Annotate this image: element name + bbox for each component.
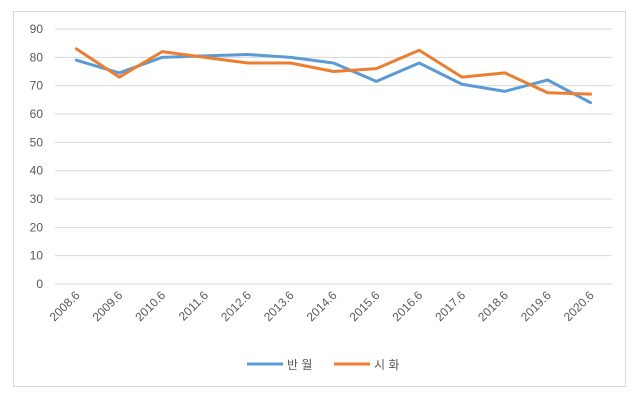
y-tick-label: 90 <box>30 22 44 36</box>
x-tick-label: 2016.6 <box>389 288 425 324</box>
y-tick-label: 50 <box>30 135 44 149</box>
x-tick-label: 2014.6 <box>304 288 340 324</box>
y-tick-label: 30 <box>30 192 44 206</box>
x-tick-label: 2020.6 <box>561 288 597 324</box>
x-tick-label: 2017.6 <box>432 288 468 324</box>
legend-label-0: 반 월 <box>287 358 312 372</box>
y-tick-label: 20 <box>30 220 44 234</box>
x-tick-label: 2009.6 <box>90 288 126 324</box>
y-tick-label: 40 <box>30 164 44 178</box>
x-tick-label: 2015.6 <box>347 288 383 324</box>
chart-frame <box>13 11 626 387</box>
x-tick-label: 2019.6 <box>518 288 554 324</box>
x-tick-label: 2018.6 <box>475 288 511 324</box>
legend-label-1: 시 화 <box>374 358 399 372</box>
y-tick-label: 10 <box>30 249 44 263</box>
y-tick-label: 80 <box>30 50 44 64</box>
x-tick-label: 2013.6 <box>261 288 297 324</box>
y-tick-label: 70 <box>30 79 44 93</box>
x-tick-label: 2012.6 <box>218 288 254 324</box>
series-line-0 <box>74 53 593 105</box>
y-tick-label: 0 <box>36 277 43 291</box>
x-tick-label: 2008.6 <box>47 288 83 324</box>
y-tick-label: 60 <box>30 107 44 121</box>
x-tick-label: 2010.6 <box>132 288 168 324</box>
x-tick-label: 2011.6 <box>176 288 211 323</box>
